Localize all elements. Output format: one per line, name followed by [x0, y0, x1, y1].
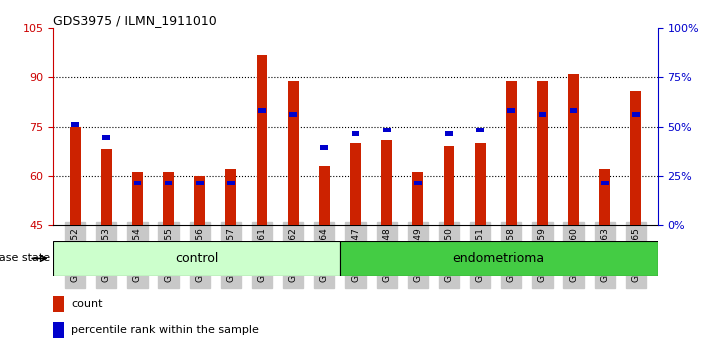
Bar — [632, 112, 640, 117]
Bar — [631, 91, 641, 225]
Text: control: control — [175, 252, 218, 265]
Bar — [383, 127, 390, 132]
Bar — [70, 126, 80, 225]
Bar — [412, 172, 423, 225]
Bar — [102, 135, 110, 140]
Bar — [227, 181, 235, 185]
Bar — [257, 55, 267, 225]
Bar — [196, 181, 203, 185]
Text: count: count — [71, 299, 103, 309]
Text: percentile rank within the sample: percentile rank within the sample — [71, 325, 260, 335]
Bar — [288, 81, 299, 225]
Bar — [508, 108, 515, 113]
Text: disease state: disease state — [0, 253, 50, 263]
Bar — [340, 241, 658, 276]
Bar — [53, 296, 64, 312]
Bar — [570, 108, 577, 113]
Bar — [538, 112, 546, 117]
Bar — [165, 181, 173, 185]
Bar — [163, 172, 174, 225]
Bar — [53, 241, 340, 276]
Bar — [258, 108, 266, 113]
Text: endometrioma: endometrioma — [453, 252, 545, 265]
Bar — [506, 81, 517, 225]
Bar — [601, 181, 609, 185]
Bar — [445, 131, 453, 136]
Bar — [568, 74, 579, 225]
Text: GDS3975 / ILMN_1911010: GDS3975 / ILMN_1911010 — [53, 14, 217, 27]
Bar — [350, 143, 361, 225]
Bar — [101, 149, 112, 225]
Bar — [444, 146, 454, 225]
Bar — [71, 122, 79, 126]
Bar — [414, 181, 422, 185]
Bar — [289, 112, 297, 117]
Bar — [319, 166, 330, 225]
Bar — [476, 127, 484, 132]
Bar — [134, 181, 141, 185]
Bar — [381, 139, 392, 225]
Bar — [537, 81, 548, 225]
Bar — [599, 169, 610, 225]
Bar — [321, 145, 328, 150]
Bar — [225, 169, 236, 225]
Bar — [352, 131, 359, 136]
Bar — [194, 176, 205, 225]
Bar — [475, 143, 486, 225]
Bar — [53, 322, 64, 338]
Bar — [132, 172, 143, 225]
